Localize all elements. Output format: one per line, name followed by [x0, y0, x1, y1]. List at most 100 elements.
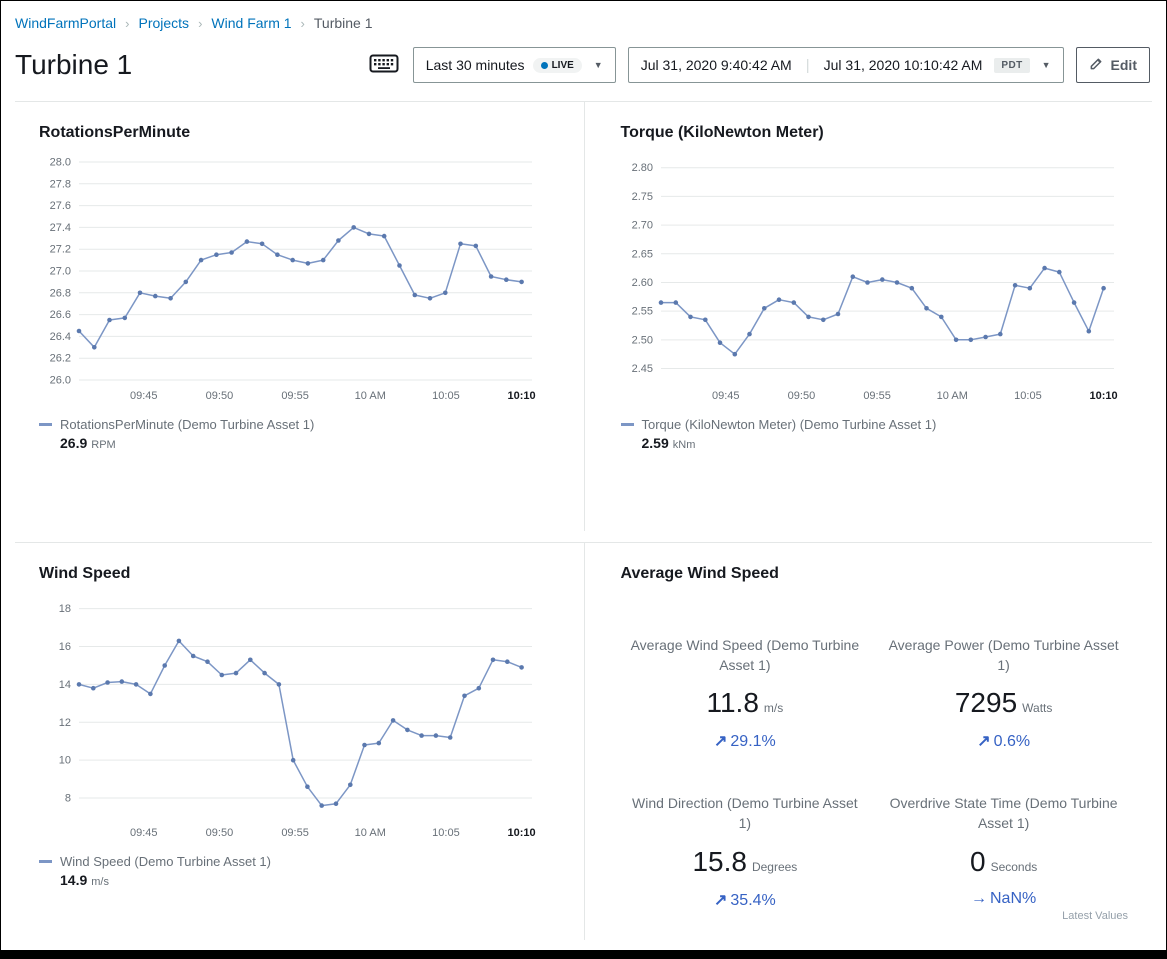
chevron-down-icon: ▼: [1041, 60, 1051, 70]
svg-text:18: 18: [59, 603, 71, 615]
svg-text:10:10: 10:10: [508, 390, 536, 402]
breadcrumb-separator: ›: [198, 15, 203, 31]
kpi-unit: Watts: [1022, 701, 1053, 716]
start-time-value: Jul 31, 2020 9:40:42 AM: [640, 57, 792, 73]
svg-text:10:10: 10:10: [508, 827, 536, 839]
kpi-value: 0: [969, 845, 986, 877]
wind-speed-chart-canvas[interactable]: 18 16 14 12 10 8 09:45 09:50 09:55 10 AM 10:05 10:1…: [39, 595, 544, 843]
svg-text:2.60: 2.60: [631, 277, 652, 289]
trend-up-icon: ↗: [713, 891, 728, 909]
kpi-label: Average Power (Demo Turbine Asset 1): [888, 636, 1119, 673]
legend-line-swatch: [39, 859, 52, 863]
time-range-select[interactable]: Last 30 minutes LIVE ▼: [412, 47, 616, 83]
keyboard-shortcuts-button[interactable]: [367, 51, 401, 79]
kpi-grid: Average Wind Speed (Demo Turbine Asset 1…: [621, 635, 1129, 910]
edit-button-label: Edit: [1110, 57, 1137, 73]
breadcrumb-link-portal[interactable]: WindFarmPortal: [15, 15, 117, 31]
window-bottom-edge: [1, 950, 1166, 958]
legend-line-swatch: [39, 423, 52, 426]
svg-text:2.65: 2.65: [631, 248, 652, 260]
latest-values-note: Latest Values: [1062, 909, 1128, 922]
trend-percent: 0.6%: [993, 733, 1031, 751]
svg-text:27.4: 27.4: [50, 222, 71, 234]
kpi-unit: Degrees: [751, 859, 798, 874]
kpi-average-power: Average Power (Demo Turbine Asset 1) 729…: [879, 635, 1128, 752]
svg-text:2.70: 2.70: [631, 220, 652, 232]
legend-unit: m/s: [91, 875, 109, 888]
svg-text:09:50: 09:50: [787, 390, 815, 402]
svg-text:8: 8: [65, 792, 71, 804]
svg-text:26.0: 26.0: [50, 375, 71, 387]
svg-text:09:55: 09:55: [281, 390, 309, 402]
svg-text:16: 16: [59, 641, 71, 653]
legend-label: Wind Speed (Demo Turbine Asset 1): [60, 853, 271, 869]
kpi-value: 7295: [954, 687, 1018, 719]
kpi-wind-direction: Wind Direction (Demo Turbine Asset 1) 15…: [621, 793, 870, 910]
svg-text:09:50: 09:50: [206, 390, 234, 402]
legend-latest-value: 26.9: [60, 435, 88, 451]
svg-text:2.45: 2.45: [631, 363, 652, 375]
header-controls: Last 30 minutes LIVE ▼ Jul 31, 2020 9:40…: [367, 47, 1150, 83]
date-range-picker[interactable]: Jul 31, 2020 9:40:42 AM | Jul 31, 2020 1…: [627, 47, 1064, 83]
live-dot-icon: [540, 61, 548, 69]
kpi-trend: → NaN%: [885, 890, 1122, 908]
chart-legend: RotationsPerMinute (Demo Turbine Asset 1…: [39, 417, 560, 453]
svg-text:10:05: 10:05: [432, 827, 460, 839]
edit-pencil-icon: [1089, 56, 1104, 74]
svg-text:10:05: 10:05: [432, 390, 460, 402]
legend-latest-value: 2.59: [641, 435, 669, 451]
legend-label: Torque (KiloNewton Meter) (Demo Turbine …: [641, 417, 937, 432]
svg-text:27.6: 27.6: [50, 200, 71, 212]
svg-text:27.0: 27.0: [50, 266, 71, 278]
svg-text:10:10: 10:10: [1089, 390, 1117, 402]
svg-text:26.6: 26.6: [50, 309, 71, 321]
svg-text:09:55: 09:55: [281, 827, 309, 839]
svg-text:26.4: 26.4: [50, 331, 71, 343]
edit-button[interactable]: Edit: [1075, 47, 1150, 83]
trend-percent: 29.1%: [730, 733, 776, 751]
page-header: WindFarmPortal › Projects › Wind Farm 1 …: [1, 1, 1166, 83]
svg-text:26.2: 26.2: [50, 353, 71, 365]
legend-latest-value: 14.9: [60, 871, 88, 888]
kpi-value: 15.8: [692, 845, 747, 877]
panel-title: Torque (KiloNewton Meter): [620, 124, 824, 141]
kpi-trend: ↗ 0.6%: [885, 731, 1122, 751]
svg-text:09:55: 09:55: [863, 390, 891, 402]
panel-average-wind-speed-kpis: Average Wind Speed Average Wind Speed (D…: [583, 541, 1152, 940]
chart-legend: Wind Speed (Demo Turbine Asset 1) 14.9 m/…: [39, 854, 560, 890]
legend-label: RotationsPerMinute (Demo Turbine Asset 1…: [60, 417, 315, 432]
panel-rotations-per-minute: RotationsPerMinute 28.0 27.8 27.6 27.4 27.2 2…: [15, 101, 584, 531]
breadcrumb-separator: ›: [300, 15, 305, 31]
panel-torque: Torque (KiloNewton Meter) 2.80 2.75 2.70 2.…: [583, 101, 1152, 531]
svg-text:09:45: 09:45: [712, 390, 740, 402]
breadcrumb-separator: ›: [125, 15, 130, 31]
trend-up-icon: ↗: [713, 733, 728, 751]
svg-text:27.8: 27.8: [50, 178, 71, 190]
page-title: Turbine 1: [15, 49, 133, 80]
svg-text:10 AM: 10 AM: [355, 390, 386, 402]
breadcrumb-link-wind-farm[interactable]: Wind Farm 1: [211, 15, 292, 31]
timezone-badge: PDT: [994, 57, 1030, 73]
kpi-value: 11.8: [706, 687, 759, 719]
kpi-unit: Seconds: [990, 859, 1038, 874]
live-badge: LIVE: [532, 57, 582, 73]
breadcrumb-link-projects[interactable]: Projects: [138, 15, 190, 31]
svg-text:09:50: 09:50: [206, 827, 234, 839]
title-bar: Turbine 1 Last 30 mi: [15, 47, 1150, 83]
svg-text:10 AM: 10 AM: [936, 390, 967, 402]
svg-text:28.0: 28.0: [50, 157, 71, 169]
kpi-label: Overdrive State Time (Demo Turbine Asset…: [889, 795, 1118, 832]
trend-up-icon: ↗: [977, 733, 991, 751]
range-divider: |: [805, 56, 810, 74]
time-range-label: Last 30 minutes: [425, 57, 525, 73]
panel-title: RotationsPerMinute: [39, 124, 191, 141]
rotations-chart-canvas[interactable]: 28.0 27.8 27.6 27.4 27.2 27.0 26.8 26.6 26.4 26.2…: [39, 154, 544, 406]
kpi-label: Wind Direction (Demo Turbine Asset 1): [632, 795, 858, 832]
torque-chart-canvas[interactable]: 2.80 2.75 2.70 2.65 2.60 2.55 2.50 2.45 09:45 09:…: [621, 154, 1126, 406]
chevron-down-icon: ▼: [593, 60, 603, 70]
legend-unit: kNm: [672, 439, 696, 451]
svg-text:27.2: 27.2: [50, 244, 71, 256]
svg-text:2.75: 2.75: [631, 191, 652, 203]
